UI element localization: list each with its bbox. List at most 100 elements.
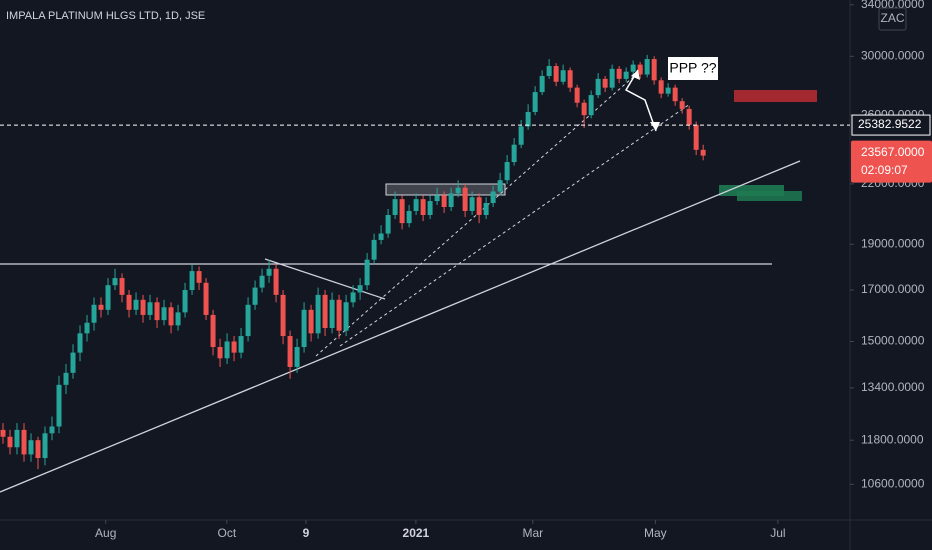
plot-area	[0, 63, 817, 493]
candle-body	[553, 66, 559, 82]
candle-body	[42, 433, 48, 459]
candle-body	[35, 440, 41, 459]
y-tick-label: 15000.0000	[861, 334, 925, 348]
candle-body	[581, 102, 587, 116]
candle-body	[189, 271, 195, 290]
dashed-trendline	[339, 103, 691, 347]
last-price-label: 23567.0000	[861, 145, 925, 159]
candle-body	[700, 149, 706, 156]
candle-body	[98, 304, 104, 310]
candle-body	[623, 71, 629, 79]
candle-body	[0, 429, 6, 437]
candle-body	[217, 347, 223, 359]
last-price-box	[851, 140, 932, 183]
arrow-head	[631, 70, 640, 80]
candle-body	[504, 162, 510, 181]
candle-body	[70, 352, 76, 373]
candle-body	[301, 309, 307, 348]
candle-body	[679, 101, 685, 109]
x-tick-label: Oct	[218, 526, 237, 540]
candle-body	[644, 59, 650, 75]
candle-body	[686, 108, 692, 125]
candle-body	[56, 384, 62, 427]
candle-body	[546, 66, 552, 76]
candle-body	[329, 299, 335, 329]
candle-body	[231, 341, 237, 353]
candle-body	[84, 322, 90, 334]
candle-body	[105, 285, 111, 310]
zone-box	[385, 183, 506, 196]
candle-body	[154, 302, 160, 321]
candle-body	[147, 302, 153, 315]
candle-body	[413, 199, 419, 211]
candle-body	[364, 259, 370, 286]
x-tick-label: Jul	[770, 526, 785, 540]
candle-body	[574, 87, 580, 103]
arrow	[624, 69, 657, 132]
y-tick-label: 13400.0000	[861, 380, 925, 394]
candle-body	[21, 429, 27, 455]
candle-body	[588, 95, 594, 116]
candle-body	[595, 78, 601, 96]
x-tick-label: 9	[303, 526, 310, 540]
y-tick-label: 17000.0000	[861, 282, 925, 296]
candle-body	[420, 199, 426, 215]
x-tick-label: Aug	[95, 526, 116, 540]
candle-body	[49, 426, 55, 434]
candle-body	[399, 199, 405, 224]
candle-body	[455, 187, 461, 194]
candle-body	[315, 294, 321, 334]
candle-body	[448, 193, 454, 207]
candle-body	[469, 197, 475, 211]
candle-body	[658, 80, 664, 94]
candle-body	[630, 64, 636, 72]
price-line-box	[851, 114, 931, 136]
candle-body	[602, 78, 608, 88]
x-tick-label: 2021	[403, 526, 430, 540]
candle-body	[14, 429, 20, 448]
candle-body	[693, 124, 699, 150]
resistance-box	[734, 90, 817, 102]
candle-body	[336, 299, 342, 331]
candle-body	[441, 195, 447, 207]
candle-body	[497, 180, 503, 192]
candle-body	[392, 199, 398, 215]
currency: ZAC	[881, 11, 905, 25]
candle-body	[483, 203, 489, 215]
candle-body	[133, 299, 139, 310]
candle-body	[609, 68, 615, 88]
chart-title: IMPALA PLATINUM HLGS LTD, 1D, JSE	[6, 10, 205, 22]
y-tick-label: 34000.0000	[861, 0, 925, 11]
candle-body	[385, 214, 391, 234]
candle-body	[308, 309, 314, 334]
candle-body	[259, 275, 265, 288]
candle-body	[140, 299, 146, 315]
y-tick-label: 30000.0000	[861, 48, 925, 62]
annotation: PPP ??	[669, 60, 716, 76]
candle-body	[245, 304, 251, 337]
candle-body	[560, 70, 566, 82]
candle-body	[224, 341, 230, 359]
candle-body	[238, 336, 244, 353]
countdown: 02:09:07	[861, 163, 908, 177]
candle-body	[287, 336, 293, 367]
candle-body	[511, 144, 517, 163]
candle-body	[616, 68, 622, 79]
candle-body	[651, 59, 657, 81]
candle-body	[434, 195, 440, 202]
candle-body	[126, 294, 132, 310]
y-tick-label: 19000.0000	[861, 236, 925, 250]
candle-body	[266, 268, 272, 276]
trendline	[0, 160, 801, 493]
candle-body	[637, 64, 643, 75]
candle-body	[350, 292, 356, 303]
candle-body	[322, 294, 328, 329]
candle-body	[539, 75, 545, 93]
candle-body	[28, 440, 34, 455]
candle-body	[294, 347, 300, 367]
candle-body	[196, 271, 202, 283]
candle-body	[525, 112, 531, 127]
candle-body	[7, 436, 13, 448]
